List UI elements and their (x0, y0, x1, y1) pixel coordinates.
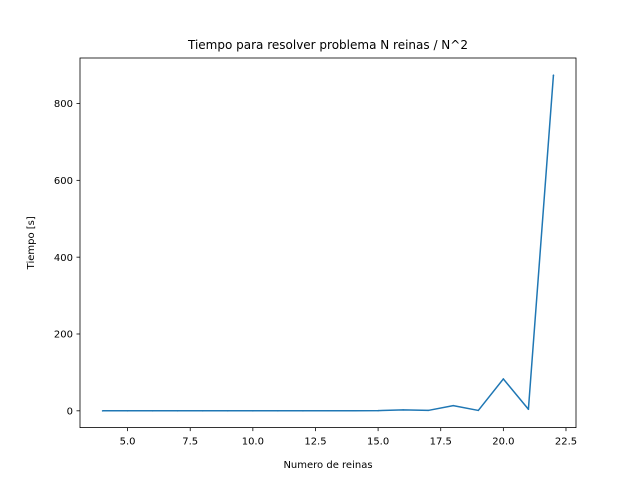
x-tick-label: 22.5 (555, 437, 577, 448)
data-point (101, 410, 104, 412)
data-point (502, 378, 505, 380)
x-axis-label: Numero de reinas (283, 460, 372, 471)
plot-area (101, 74, 555, 412)
data-point (427, 409, 429, 412)
x-tick-label: 15.0 (367, 437, 389, 448)
y-tick-label: 0 (67, 406, 73, 417)
data-point (252, 410, 254, 412)
x-tick-label: 7.5 (182, 437, 198, 448)
data-point (176, 410, 179, 412)
data-point (277, 410, 279, 412)
data-point (327, 410, 329, 412)
x-axis-ticks: 5.0 7.5 10.0 12.5 15.0 17.5 20.0 22.5 (120, 427, 577, 448)
data-point (477, 409, 480, 412)
data-point (352, 409, 354, 412)
y-axis-ticks: 0 200 400 600 800 (54, 99, 80, 417)
chart-title: Tiempo para resolver problema N reinas /… (187, 38, 468, 52)
y-tick-label: 200 (54, 330, 73, 341)
data-point (377, 409, 379, 412)
x-tick-label: 17.5 (430, 437, 452, 448)
data-point (227, 410, 229, 412)
y-tick-label: 400 (54, 253, 73, 264)
x-tick-label: 10.0 (242, 437, 264, 448)
data-point (126, 410, 129, 412)
data-point (302, 410, 304, 412)
data-point (151, 410, 154, 412)
data-point (527, 408, 530, 411)
y-tick-label: 600 (54, 176, 73, 187)
data-point (452, 404, 455, 407)
x-tick-label: 20.0 (492, 437, 514, 448)
y-axis-label: Tiempo [s] (26, 216, 37, 270)
data-point (201, 410, 204, 412)
x-tick-label: 12.5 (304, 437, 326, 448)
data-point (552, 74, 555, 76)
data-point (402, 409, 404, 411)
axes-frame (79, 57, 577, 429)
y-tick-label: 800 (54, 99, 73, 110)
x-tick-label: 5.0 (120, 437, 136, 448)
